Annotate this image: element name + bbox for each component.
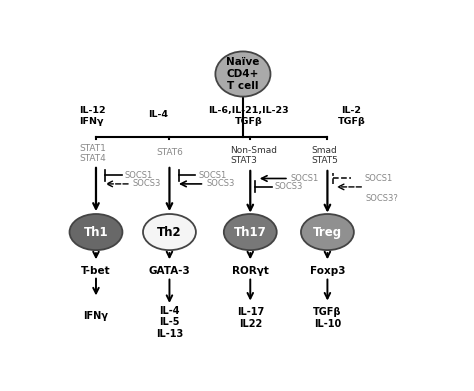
Text: GATA-3: GATA-3: [148, 266, 191, 276]
Text: SOCS3: SOCS3: [133, 179, 161, 188]
Ellipse shape: [301, 214, 354, 250]
Text: Naïve
CD4+
T cell: Naïve CD4+ T cell: [226, 57, 260, 91]
Text: IL-12
IFNγ: IL-12 IFNγ: [80, 106, 106, 126]
Text: STAT6: STAT6: [156, 149, 183, 158]
Ellipse shape: [70, 214, 122, 250]
Text: Non-Smad
STAT3: Non-Smad STAT3: [230, 145, 277, 165]
Text: IL-17
IL22: IL-17 IL22: [237, 307, 264, 329]
Text: Treg: Treg: [313, 226, 342, 239]
Text: Th17: Th17: [234, 226, 267, 239]
Ellipse shape: [215, 52, 271, 97]
Text: SOCS3: SOCS3: [274, 183, 302, 192]
Text: IL-4
IL-5
IL-13: IL-4 IL-5 IL-13: [156, 306, 183, 339]
Text: Th1: Th1: [84, 226, 108, 239]
Text: SOCS3?: SOCS3?: [366, 194, 399, 203]
Text: SOCS3: SOCS3: [206, 179, 235, 188]
Text: SOCS1: SOCS1: [364, 174, 392, 183]
Text: SOCS1: SOCS1: [125, 171, 153, 180]
Ellipse shape: [143, 214, 196, 250]
Text: T-bet: T-bet: [81, 266, 111, 276]
Text: SOCS1: SOCS1: [198, 171, 227, 180]
Text: STAT1
STAT4: STAT1 STAT4: [80, 144, 106, 163]
Text: TGFβ
IL-10: TGFβ IL-10: [313, 307, 342, 329]
Text: Smad
STAT5: Smad STAT5: [311, 145, 338, 165]
Text: IL-6,IL-21,IL-23
TGFβ: IL-6,IL-21,IL-23 TGFβ: [208, 106, 289, 126]
Text: IFNγ: IFNγ: [83, 311, 109, 321]
Text: RORγt: RORγt: [232, 266, 269, 276]
Text: IL-2
TGFβ: IL-2 TGFβ: [337, 106, 365, 126]
Text: Foxp3: Foxp3: [310, 266, 345, 276]
Text: IL-4: IL-4: [148, 110, 168, 119]
Ellipse shape: [224, 214, 277, 250]
Text: Th2: Th2: [157, 226, 182, 239]
Text: SOCS1: SOCS1: [291, 174, 319, 183]
